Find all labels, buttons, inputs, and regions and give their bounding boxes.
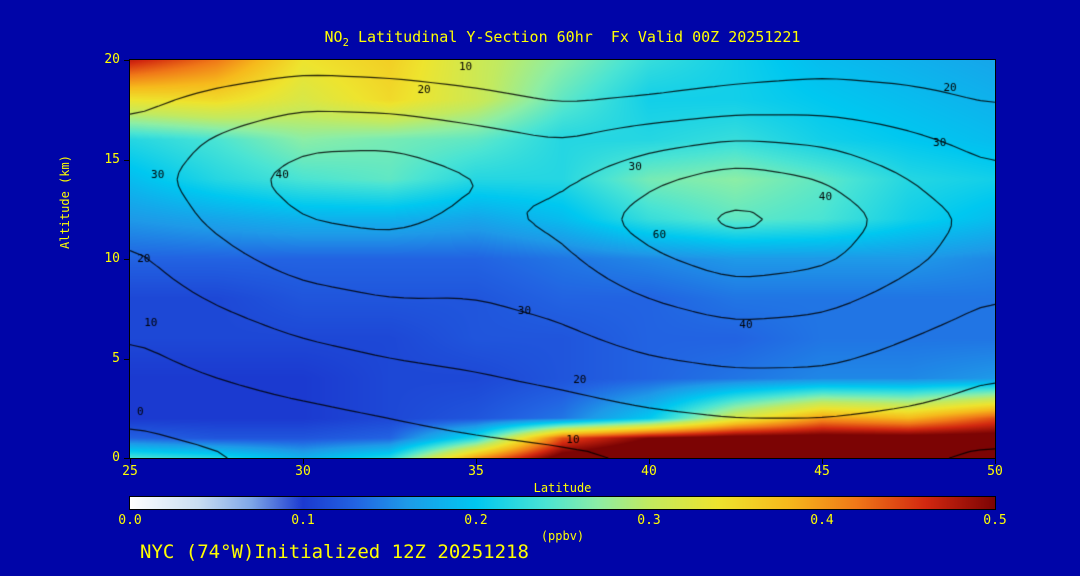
x-tick-mark [649,459,650,464]
plot-title-text: Latitudinal Y-Section 60hr Fx Valid 00Z … [348,28,801,46]
colorbar-tick-label: 0.5 [983,513,1007,528]
y-tick-mark [124,259,130,260]
x-tick-label: 30 [295,464,311,479]
x-tick-label: 45 [814,464,830,479]
x-tick-mark [995,459,996,464]
x-tick-mark [130,459,131,464]
plot-title-species: NO [324,28,343,46]
x-tick-label: 25 [122,464,138,479]
colorbar-gradient-canvas [130,497,995,509]
y-tick-mark [124,159,130,161]
y-tick-label: 5 [112,350,120,366]
x-tick-label: 50 [987,464,1003,479]
plot-area [129,59,996,459]
y-tick-label: 10 [104,251,120,266]
colorbar-tick-label: 0.0 [118,513,142,528]
x-axis-label: Latitude [533,481,592,495]
heatmap-canvas [130,60,995,458]
y-tick-mark [124,458,130,459]
colorbar-tick-label: 0.2 [464,513,488,528]
y-tick-label: 20 [104,52,120,67]
footer-annotation: NYC (74°W)Initialized 12Z 20251218 [140,541,529,563]
y-tick-label: 0 [112,450,120,465]
plot-title-subscript: 2 [342,37,349,49]
x-tick-label: 40 [641,464,657,479]
y-tick-mark [124,358,130,360]
colorbar-units: (ppbv) [540,529,585,543]
y-tick-mark [124,60,130,61]
colorbar-tick-label: 0.1 [291,513,315,528]
x-tick-label: 35 [468,464,484,479]
y-tick-label: 15 [104,151,120,167]
colorbar [129,496,996,510]
colorbar-tick-label: 0.3 [637,513,661,528]
x-tick-mark [303,459,304,464]
x-tick-mark [476,459,477,464]
colorbar-tick-label: 0.4 [810,513,834,528]
x-tick-mark [822,459,823,464]
plot-title: NO2 Latitudinal Y-Section 60hr Fx Valid … [130,28,995,49]
